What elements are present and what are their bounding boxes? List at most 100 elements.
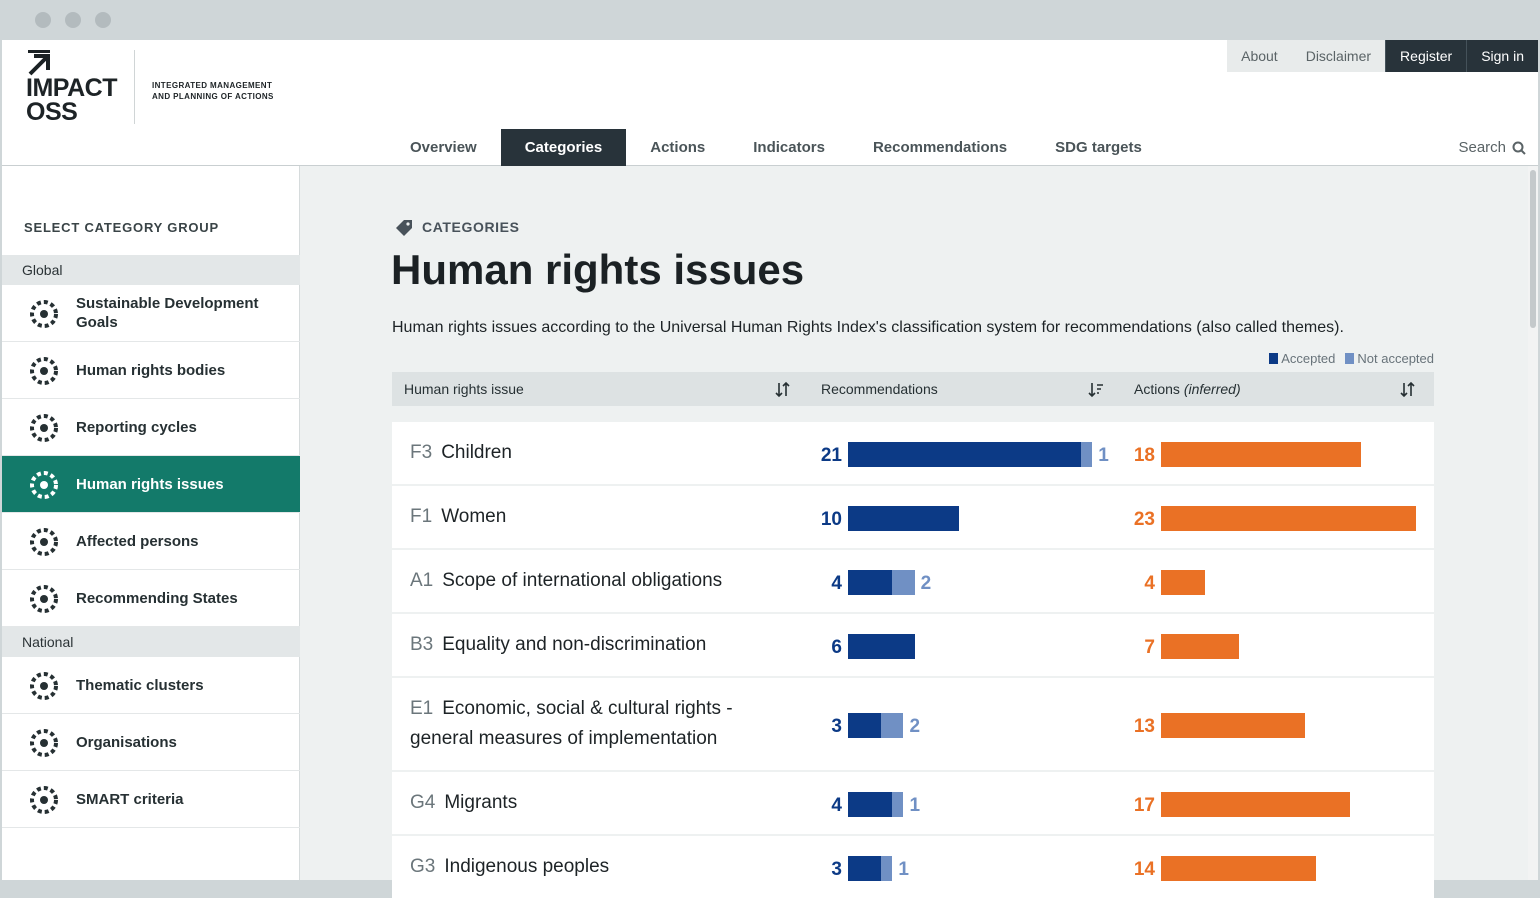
accepted-bar [848,855,882,881]
window-dot [65,12,81,28]
accepted-count: 3 [831,858,842,880]
issue-code: E1 [410,698,434,719]
category-group[interactable]: Human rights issues [2,456,300,513]
accepted-bar [848,505,959,531]
nav-tab[interactable]: Overview [410,139,477,156]
top-link[interactable]: About [1227,40,1292,72]
category-group[interactable]: SMART criteria [2,771,300,828]
issue: G3 Indigenous peoples [410,852,770,882]
table-row[interactable]: G4 Migrants 4 1 17 [392,772,1434,834]
sort-icon[interactable] [775,381,791,398]
category-group[interactable]: Reporting cycles [2,399,300,456]
issue-code: F3 [410,442,433,463]
logo-line: OSS [26,98,78,126]
table-row[interactable]: F3 Children 21 1 18 [392,422,1434,484]
category-group[interactable]: Recommending States [2,570,300,627]
sidebar-title: SELECT CATEGORY GROUP [24,220,219,235]
not-accepted-count: 2 [920,572,932,594]
nav-tab[interactable]: Categories [500,129,627,166]
table-row[interactable]: F1 Women 10 23 [392,486,1434,548]
legend-swatch [1269,353,1279,364]
item-label: Organisations [76,733,177,751]
nav-tab[interactable]: SDG targets [1055,139,1142,156]
issue-code: F1 [410,506,433,527]
not-accepted-count: 1 [909,794,921,816]
window-chrome [0,0,1540,40]
item-label: Sustainable Development Goals [76,295,259,331]
item-label: Thematic clusters [76,676,204,694]
category-group[interactable]: Human rights bodies [2,342,300,399]
accepted-count: 10 [820,508,842,530]
item-icon [30,672,58,700]
actions-bar [1161,505,1417,531]
search-label: Search [1458,139,1506,156]
actions-count: 13 [1133,715,1155,737]
issue-name: Children [441,442,512,463]
sort-icon[interactable] [1088,382,1104,398]
item-icon [30,300,58,328]
column-header[interactable]: Recommendations [821,381,938,397]
issue: F3 Children [410,438,770,468]
nav-tab[interactable]: Actions [650,139,706,156]
window-dot [95,12,111,28]
accepted-count: 21 [820,444,842,466]
not-accepted-count: 1 [1098,444,1109,466]
main-nav: Overview Categories Actions Indicators Recom… [386,129,1166,166]
top-link[interactable]: Disclaimer [1291,40,1386,72]
table-row[interactable]: E1 Economic, social & cultural rights - g… [392,678,1434,770]
item-label: Human rights issues [76,475,224,493]
issue: B3 Equality and non-discrimination [410,630,770,660]
category-group[interactable]: Sustainable Development Goals [2,285,300,342]
item-icon [30,786,58,814]
actions-bar [1161,441,1361,467]
issue-name: Indigenous peoples [444,856,610,877]
issue: G4 Migrants [410,788,770,818]
issue: A1 Scope of international obligations [410,566,770,596]
top-link[interactable]: Sign in [1466,40,1538,72]
scrollbar [1528,166,1538,880]
item-label: Recommending States [76,589,238,607]
top-link[interactable]: Register [1385,40,1467,72]
issue-name: Equality and non-discrimination [442,634,707,655]
not-accepted-bar [881,855,893,881]
table-row[interactable]: A1 Scope of international obligations 4 2 4 [392,550,1434,612]
legend-label: Not accepted [1357,351,1434,366]
not-accepted-bar [881,712,904,738]
sidebar: SELECT CATEGORY GROUP Global Sustainable … [2,166,300,880]
issue: E1 Economic, social & cultural rights - g… [410,694,770,754]
column-header[interactable]: Human rights issue [404,381,524,397]
accepted-bar [848,791,893,817]
issue-code: B3 [410,634,434,655]
table-row[interactable]: B3 Equality and non-discrimination 6 7 [392,614,1434,676]
column-header[interactable]: Actions (inferred) [1134,372,1241,406]
category-group[interactable]: Organisations [2,714,300,771]
actions-count: 14 [1133,858,1155,880]
search-icon [1512,141,1526,155]
tagline-line: AND PLANNING OF ACTIONS [152,92,274,101]
nav-tab[interactable]: Recommendations [872,139,1008,156]
actions-bar [1161,712,1306,738]
sort-icon[interactable] [1400,381,1416,398]
issue-name: Migrants [444,792,518,813]
category-group[interactable]: Thematic clusters [2,657,300,714]
accepted-bar [848,441,1082,467]
category-group[interactable]: Affected persons [2,513,300,570]
issue: F1 Women [410,502,770,532]
legend-swatch [1345,353,1355,364]
page-title: Human rights issues [391,246,805,293]
search[interactable]: Search [1458,129,1526,166]
actions-bar [1161,569,1206,595]
description: Human rights issues according to the Uni… [392,319,1344,336]
scroll-thumb[interactable] [1530,170,1536,328]
item-label: Affected persons [76,532,199,550]
table-row[interactable]: G3 Indigenous peoples 3 1 14 [392,836,1434,898]
nav-tab[interactable]: Indicators [753,139,825,156]
header: IMPACT OSS INTEGRATED MANAGEMENT AND PLA… [2,40,1538,166]
legend: Accepted Not accepted [1269,351,1434,366]
tagline: INTEGRATED MANAGEMENT AND PLANNING OF AC… [152,80,274,102]
window-dot [35,12,51,28]
actions-bar [1161,633,1239,659]
accepted-bar [848,712,882,738]
